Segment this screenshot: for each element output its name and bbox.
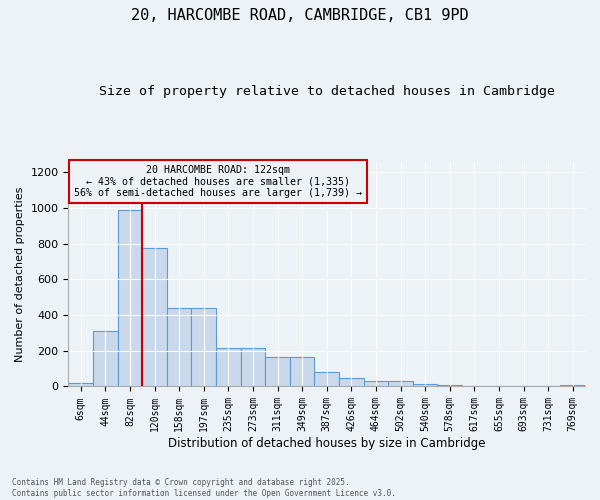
- Bar: [191, 308, 216, 386]
- Bar: [339, 378, 364, 386]
- Bar: [142, 248, 167, 386]
- Bar: [560, 385, 585, 386]
- Bar: [413, 384, 437, 386]
- Text: 20, HARCOMBE ROAD, CAMBRIDGE, CB1 9PD: 20, HARCOMBE ROAD, CAMBRIDGE, CB1 9PD: [131, 8, 469, 22]
- Bar: [437, 385, 462, 386]
- Bar: [290, 357, 314, 386]
- Bar: [364, 381, 388, 386]
- X-axis label: Distribution of detached houses by size in Cambridge: Distribution of detached houses by size …: [168, 437, 485, 450]
- Bar: [265, 357, 290, 386]
- Title: Size of property relative to detached houses in Cambridge: Size of property relative to detached ho…: [99, 85, 555, 98]
- Bar: [241, 348, 265, 387]
- Y-axis label: Number of detached properties: Number of detached properties: [15, 186, 25, 362]
- Bar: [118, 210, 142, 386]
- Bar: [167, 308, 191, 386]
- Bar: [388, 381, 413, 386]
- Text: Contains HM Land Registry data © Crown copyright and database right 2025.
Contai: Contains HM Land Registry data © Crown c…: [12, 478, 396, 498]
- Text: 20 HARCOMBE ROAD: 122sqm
← 43% of detached houses are smaller (1,335)
56% of sem: 20 HARCOMBE ROAD: 122sqm ← 43% of detach…: [74, 165, 362, 198]
- Bar: [93, 331, 118, 386]
- Bar: [216, 348, 241, 387]
- Bar: [68, 382, 93, 386]
- Bar: [314, 372, 339, 386]
